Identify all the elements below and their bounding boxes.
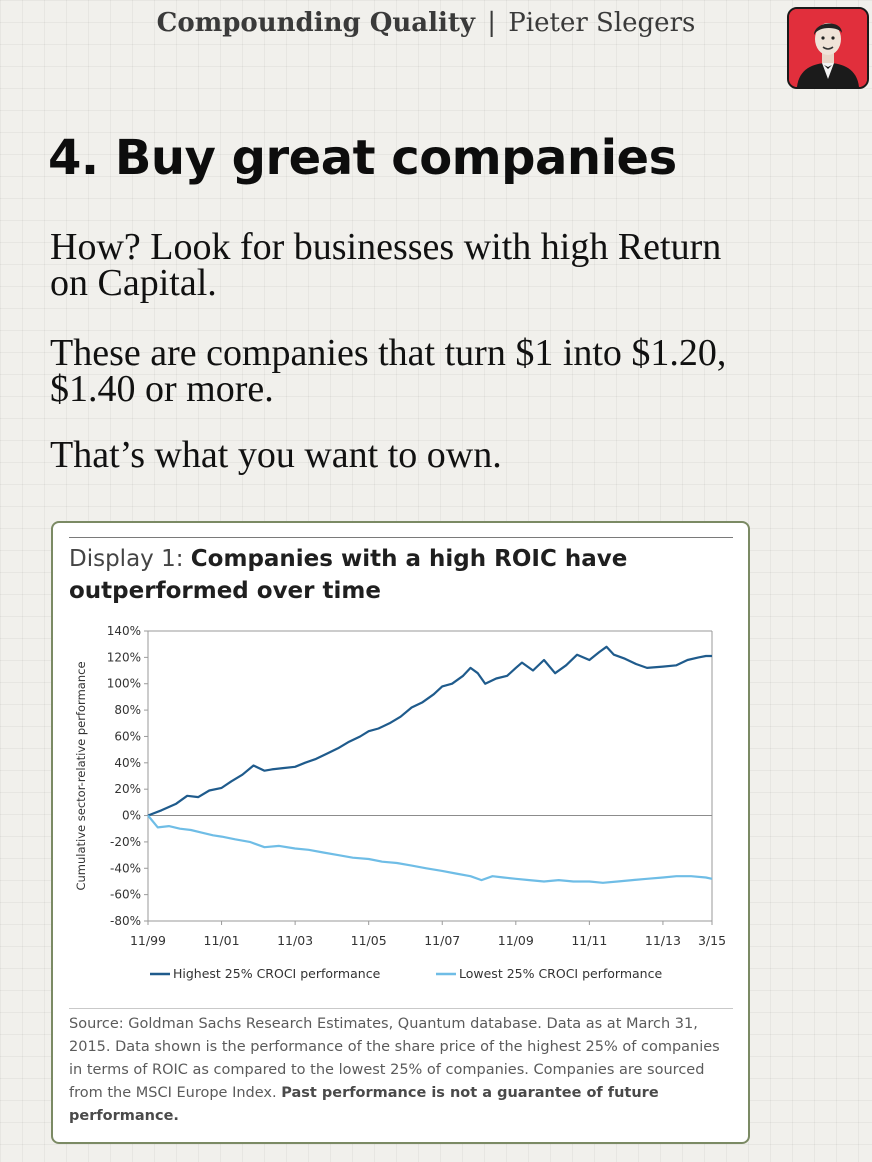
y-tick-label: 100% [107,677,141,691]
legend-label: Lowest 25% CROCI performance [459,966,662,981]
paragraph-own: That’s what you want to own. [50,434,502,476]
y-tick-label: -80% [110,914,141,928]
y-tick-label: 20% [114,782,141,796]
y-tick-label: 140% [107,624,141,638]
x-tick-label: 11/09 [498,933,534,948]
paragraph-returns-line-2: $1.40 or more. [50,368,274,410]
paragraph-roic-line-2: on Capital. [50,262,217,304]
x-tick-label: 11/99 [130,933,166,948]
chart-title: Display 1: Companies with a high ROIC ha… [69,543,729,607]
chart-title-line-1: Companies with a high ROIC have [190,546,628,572]
chart-source-note: Source: Goldman Sachs Research Estimates… [69,1013,731,1128]
paragraph-returns: These are companies that turn $1 into $1… [50,332,850,410]
page-title: 4. Buy great companies [48,130,677,186]
y-tick-label: 60% [114,729,141,743]
paragraph-roic-line-1: How? Look for businesses with high Retur… [50,226,722,268]
legend-label: Highest 25% CROCI performance [173,966,381,981]
y-tick-label: 40% [114,756,141,770]
source-disclaimer: Past performance is not a guarantee of f… [69,1085,659,1124]
y-tick-label: 80% [114,703,141,717]
y-tick-label: -40% [110,861,141,875]
y-axis-label: Cumulative sector-relative performance [74,661,88,890]
x-tick-label: 11/03 [277,933,313,948]
chart-title-prefix: Display 1: [69,546,191,572]
x-tick-label: 11/07 [424,933,460,948]
y-tick-label: 120% [107,650,141,664]
card-top-rule [69,537,733,538]
x-tick-label: 11/05 [351,933,387,948]
chart-card: Display 1: Companies with a high ROIC ha… [51,521,750,1144]
paragraph-returns-line-1: These are companies that turn $1 into $1… [50,332,727,374]
x-tick-label: 11/01 [204,933,240,948]
chart-title-line-2: outperformed over time [69,578,381,604]
x-tick-label: 3/15 [698,933,726,948]
y-tick-label: -60% [110,888,141,902]
series-line-lowest-25 [147,814,713,884]
author-name: Pieter Slegers [508,8,696,38]
y-tick-label: -20% [110,835,141,849]
roic-performance-chart: 140% 120% 100% 80% 60% 40% 20% 0% -20% -40% -60% -8… [74,624,726,981]
page-header: Compounding Quality | Pieter Slegers [0,8,852,38]
paragraph-roic: How? Look for businesses with high Retur… [50,226,850,304]
avatar [787,7,869,89]
source-text: Source: Goldman Sachs Research Estimates… [69,1016,720,1101]
brand-name: Compounding Quality [156,8,475,38]
header-separator: | [487,8,497,38]
source-separator [69,1008,733,1009]
x-tick-label: 11/11 [571,933,607,948]
y-tick-label: 0% [122,809,141,823]
series-line-highest-25 [147,645,712,817]
author-portrait-icon [789,9,867,87]
x-tick-label: 11/13 [645,933,681,948]
